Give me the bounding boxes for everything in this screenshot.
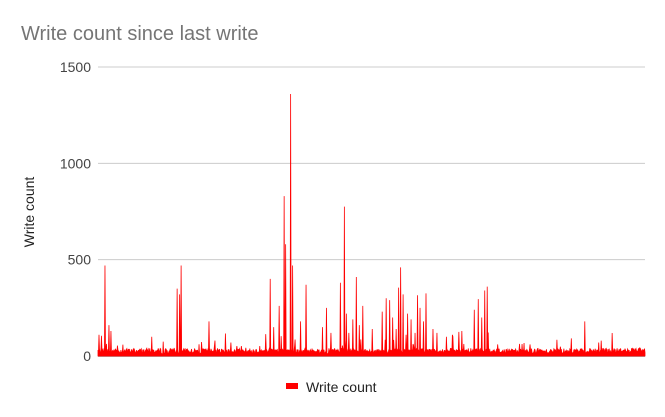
series-layer <box>97 93 646 357</box>
y-tick-label: 1500 <box>60 59 91 75</box>
y-tick-label: 500 <box>68 252 92 268</box>
y-axis-label: Write count <box>21 177 37 248</box>
tick-layer: 0 500 1000 1500 <box>60 59 91 364</box>
legend-label: Write count <box>306 379 377 395</box>
series-write-count <box>97 93 646 357</box>
chart-title: Write count since last write <box>21 23 259 45</box>
y-tick-label: 0 <box>83 348 91 364</box>
legend-swatch <box>286 383 298 389</box>
y-tick-label: 1000 <box>60 155 91 171</box>
